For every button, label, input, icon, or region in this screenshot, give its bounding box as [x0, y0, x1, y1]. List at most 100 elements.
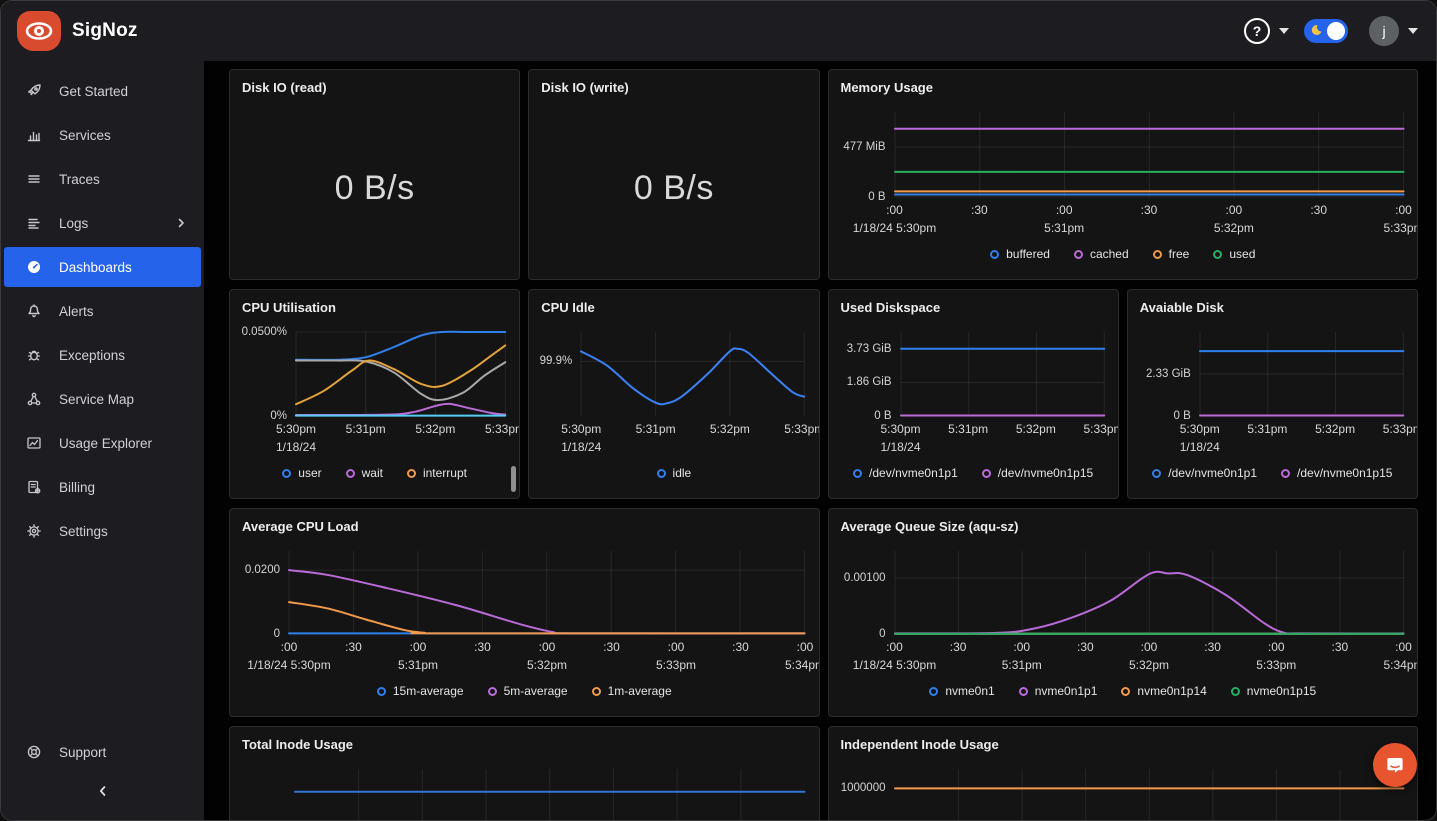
legend-item-used[interactable]: used: [1213, 247, 1255, 261]
chart-plot-area[interactable]: [289, 551, 805, 634]
legend-item-user[interactable]: user: [282, 466, 322, 480]
theme-toggle[interactable]: [1304, 19, 1348, 43]
chat-support-button[interactable]: [1373, 743, 1417, 787]
sidebar-item-label: Get Started: [59, 83, 129, 99]
legend-item-idle[interactable]: idle: [656, 466, 691, 480]
x-axis-tick-label: :30: [1140, 203, 1158, 217]
legend-ring-icon: [487, 686, 497, 696]
x-axis-tick-label: :30: [1331, 640, 1349, 654]
panel-cpu-idle: CPU Idle 99.9% 5:30pm 5:31pm 5:32pm 5:33pm 1/1…: [528, 289, 820, 499]
x-axis-date-label: 1/18/24: [275, 440, 317, 454]
y-axis-tick-label: 477 MiB: [843, 140, 886, 153]
x-axis-tick-label: :00: [1013, 640, 1031, 654]
legend-ring-icon: [1121, 686, 1131, 696]
chart-legend: nvme0n1 nvme0n1p1 nvme0n1p14 nvme0n1p15: [829, 684, 1418, 698]
x-axis-date-label: 5:32pm: [1213, 221, 1254, 235]
y-axis-tick-label: 99.9%: [539, 355, 573, 368]
legend-item-15m-average[interactable]: 15m-average: [376, 684, 464, 698]
life-buoy-icon: [27, 745, 41, 759]
legend-item--dev-nvme0n1p1[interactable]: /dev/nvme0n1p1: [853, 466, 958, 480]
panel-title: Disk IO (read): [242, 80, 327, 95]
sidebar-item-exceptions[interactable]: Exceptions: [4, 335, 201, 375]
legend-ring-icon: [990, 249, 1000, 259]
chart-plot-area[interactable]: [895, 112, 1404, 197]
panel-title: Memory Usage: [840, 80, 933, 95]
sidebar-item-settings[interactable]: Settings: [4, 511, 201, 551]
legend-item--dev-nvme0n1p1[interactable]: /dev/nvme0n1p1: [1152, 466, 1257, 480]
legend-label: 15m-average: [392, 684, 464, 698]
legend-item-nvme0n1p1[interactable]: nvme0n1p1: [1018, 684, 1097, 698]
legend-item-wait[interactable]: wait: [345, 466, 383, 480]
panel-cpu-utilisation: CPU Utilisation 0.0500% 0% 5:30pm 5:31pm 5:32…: [229, 289, 521, 499]
chart-plot-area[interactable]: [901, 332, 1104, 416]
x-axis-tick-label: 5:30pm: [561, 422, 602, 436]
sidebar-item-label: Logs: [59, 215, 89, 231]
legend-ring-icon: [1152, 249, 1162, 259]
legend-item-nvme0n1[interactable]: nvme0n1: [929, 684, 995, 698]
sidebar-item-support[interactable]: Support: [4, 732, 201, 772]
legend-ring-icon: [376, 686, 386, 696]
sidebar-item-alerts[interactable]: Alerts: [4, 291, 201, 331]
dashboard-scroll-area[interactable]: Disk IO (read) 0 B/s Disk IO (write) 0 B/s M…: [204, 61, 1436, 820]
legend-item-nvme0n1p14[interactable]: nvme0n1p14: [1121, 684, 1207, 698]
legend-item--dev-nvme0n1p15[interactable]: /dev/nvme0n1p15: [981, 466, 1093, 480]
x-axis-tick-label: :30: [1204, 640, 1221, 654]
panel-avaiable-disk: Avaiable Disk 2.33 GiB 0 B 5:30pm 5:31pm 5:32…: [1126, 289, 1418, 499]
bug-icon: [27, 350, 41, 361]
legend-item-buffered[interactable]: buffered: [990, 247, 1050, 261]
sidebar-collapse-button[interactable]: [1, 774, 204, 808]
y-axis-tick-label: 0%: [270, 410, 287, 422]
sidebar-item-get-started[interactable]: Get Started: [4, 71, 201, 111]
help-button[interactable]: ?: [1244, 18, 1270, 44]
y-axis-tick-label: 3.73 GiB: [846, 342, 892, 355]
legend-scrollbar-thumb[interactable]: [511, 466, 517, 492]
chart-plot-area[interactable]: [895, 769, 1404, 820]
sidebar-item-usage-explorer[interactable]: Usage Explorer: [4, 423, 201, 463]
x-axis-date-label: 5:32pm: [1128, 658, 1170, 672]
sidebar-item-service-map[interactable]: Service Map: [4, 379, 201, 419]
x-axis-date-label: 5:33pm: [1383, 221, 1417, 235]
brand[interactable]: SigNoz: [17, 11, 138, 51]
sidebar-item-billing[interactable]: Billing: [4, 467, 201, 507]
legend-item-interrupt[interactable]: interrupt: [406, 466, 467, 480]
legend-ring-icon: [1230, 686, 1240, 696]
y-axis-tick-label: 0.0200: [244, 564, 280, 577]
panel-title: Disk IO (write): [541, 80, 629, 95]
legend-item-free[interactable]: free: [1152, 247, 1189, 261]
sidebar-item-logs[interactable]: Logs: [4, 203, 201, 243]
chart-plot-area[interactable]: [581, 332, 804, 416]
chart-plot-area[interactable]: [1200, 332, 1403, 416]
chart-plot-area[interactable]: [295, 769, 805, 820]
chart-plot-area[interactable]: [296, 332, 505, 416]
y-axis-tick-label: 0: [273, 628, 280, 640]
user-avatar[interactable]: j: [1369, 16, 1399, 46]
y-axis-tick-label: 0 B: [868, 191, 886, 203]
legend-item-cached[interactable]: cached: [1073, 247, 1129, 261]
sidebar-item-services[interactable]: Services: [4, 115, 201, 155]
series-line-user: [296, 332, 505, 360]
legend-label: interrupt: [422, 466, 467, 480]
x-axis-tick-label: :00: [796, 640, 814, 654]
chart-legend: buffered cached free used: [829, 247, 1418, 261]
help-caret-icon[interactable]: [1279, 28, 1289, 34]
legend-item-1m-average[interactable]: 1m-average: [591, 684, 672, 698]
top-header: SigNoz ? j: [1, 1, 1436, 61]
rocket-icon: [27, 84, 41, 96]
x-axis-date-label: 1/18/24: [880, 440, 921, 454]
x-axis-date-label: 1/18/24 5:30pm: [247, 658, 331, 672]
legend-label: 1m-average: [607, 684, 672, 698]
user-menu-caret-icon[interactable]: [1408, 28, 1418, 34]
sidebar-item-label: Dashboards: [59, 259, 132, 275]
legend-item--dev-nvme0n1p15[interactable]: /dev/nvme0n1p15: [1281, 466, 1392, 480]
legend-ring-icon: [1213, 249, 1223, 259]
sidebar: Get Started Services Traces Logs: [1, 61, 204, 820]
legend-ring-icon: [345, 468, 355, 478]
legend-item-5m-average[interactable]: 5m-average: [487, 684, 568, 698]
sidebar-item-dashboards[interactable]: Dashboards: [4, 247, 201, 287]
legend-item-nvme0n1p15[interactable]: nvme0n1p15: [1230, 684, 1316, 698]
chart-plot-area[interactable]: [895, 551, 1404, 634]
y-axis-tick-label: 1.86 GiB: [846, 376, 892, 389]
sidebar-item-traces[interactable]: Traces: [4, 159, 201, 199]
x-axis-tick-label: :00: [1395, 203, 1412, 217]
x-axis-date-label: 5:31pm: [397, 658, 439, 672]
